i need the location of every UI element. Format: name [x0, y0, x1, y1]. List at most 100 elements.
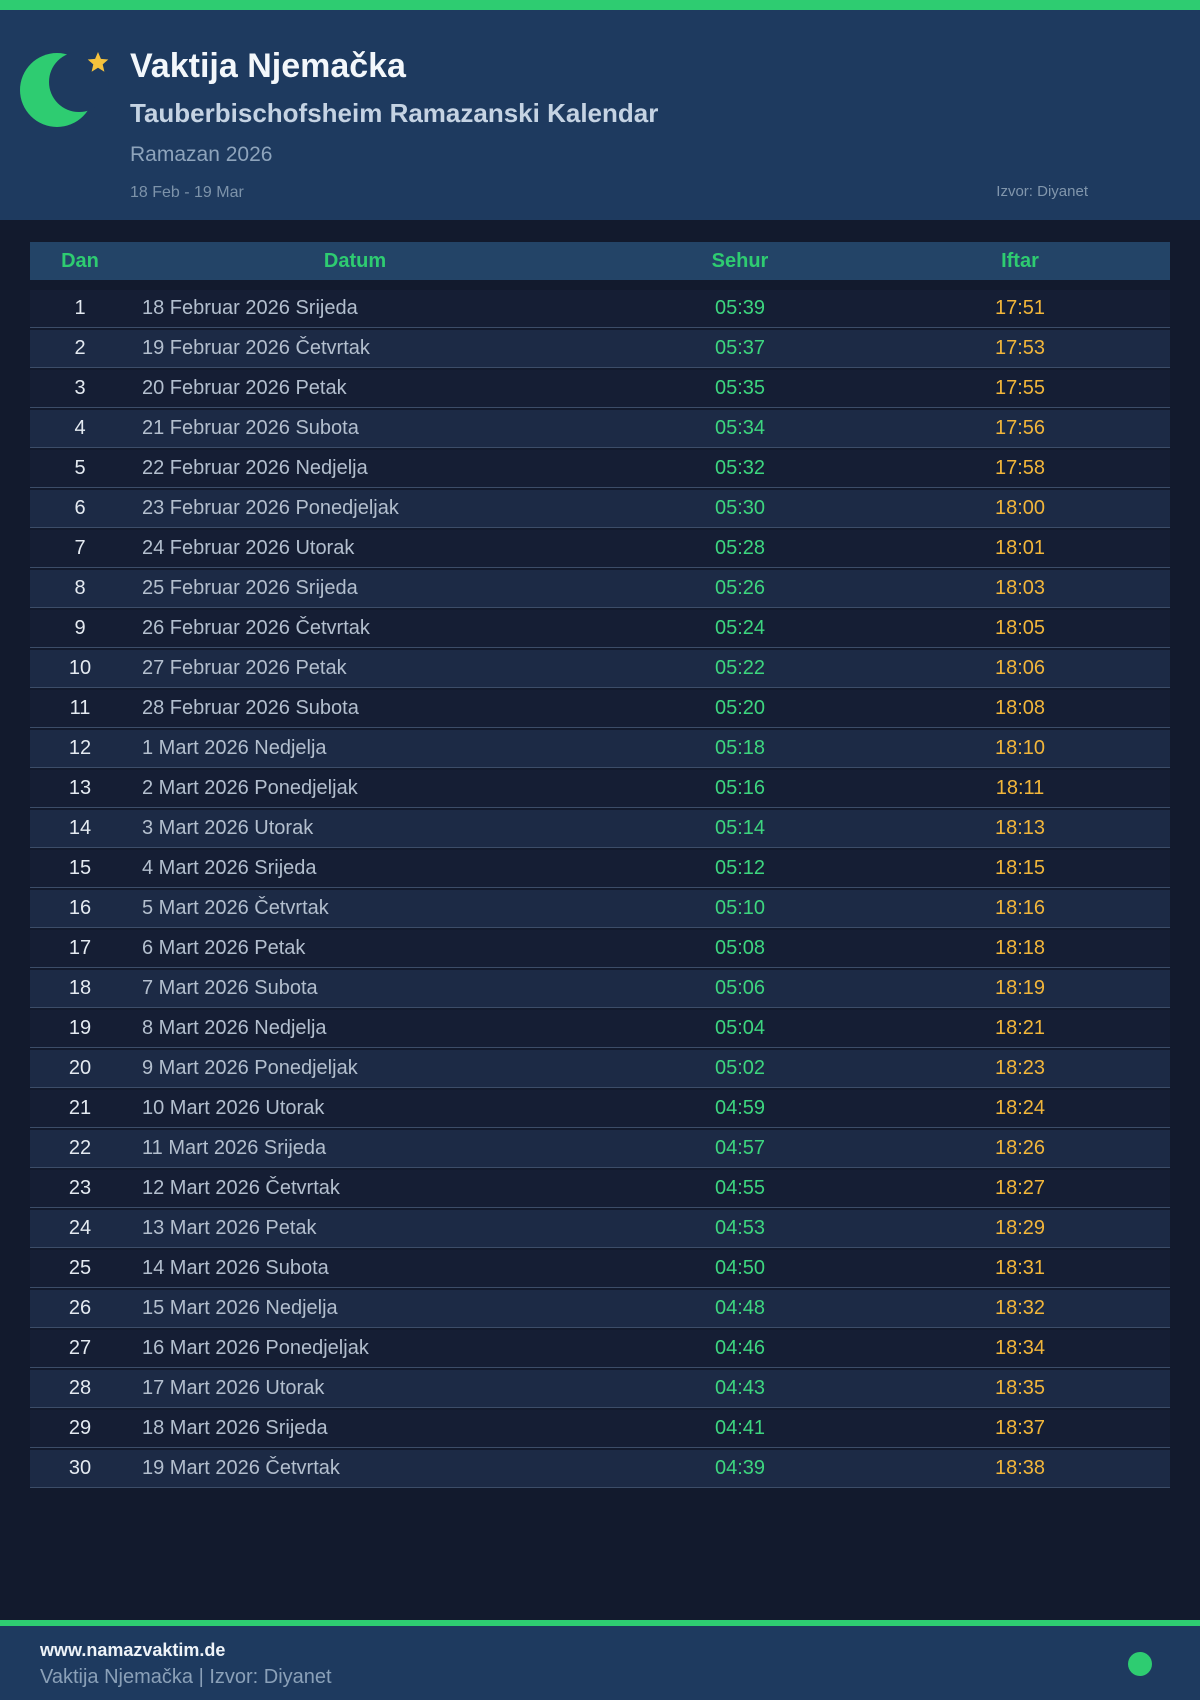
spacer-cell	[1140, 488, 1170, 528]
date-cell: 3 Mart 2026 Utorak	[130, 808, 580, 848]
table-row: 23 12 Mart 2026 Četvrtak 04:55 18:27	[30, 1168, 1170, 1208]
date-cell: 14 Mart 2026 Subota	[130, 1248, 580, 1288]
day-number-cell: 9	[30, 608, 130, 648]
iftar-time-cell: 17:56	[900, 408, 1140, 448]
iftar-time-cell: 17:53	[900, 328, 1140, 368]
day-number-cell: 19	[30, 1008, 130, 1048]
column-header-spacer	[1140, 242, 1170, 288]
day-number-cell: 22	[30, 1128, 130, 1168]
calendar-table: Dan Datum Sehur Iftar 1 18 Februar 2026 …	[30, 242, 1170, 1488]
date-cell: 8 Mart 2026 Nedjelja	[130, 1008, 580, 1048]
date-cell: 26 Februar 2026 Četvrtak	[130, 608, 580, 648]
sehur-time-cell: 04:50	[580, 1248, 900, 1288]
iftar-time-cell: 18:08	[900, 688, 1140, 728]
sehur-time-cell: 05:34	[580, 408, 900, 448]
iftar-time-cell: 18:37	[900, 1408, 1140, 1448]
table-row: 16 5 Mart 2026 Četvrtak 05:10 18:16	[30, 888, 1170, 928]
day-number-cell: 6	[30, 488, 130, 528]
date-cell: 2 Mart 2026 Ponedjeljak	[130, 768, 580, 808]
table-row: 27 16 Mart 2026 Ponedjeljak 04:46 18:34	[30, 1328, 1170, 1368]
date-cell: 5 Mart 2026 Četvrtak	[130, 888, 580, 928]
sehur-time-cell: 05:30	[580, 488, 900, 528]
day-number-cell: 21	[30, 1088, 130, 1128]
spacer-cell	[1140, 608, 1170, 648]
spacer-cell	[1140, 848, 1170, 888]
day-number-cell: 26	[30, 1288, 130, 1328]
day-number-cell: 13	[30, 768, 130, 808]
date-cell: 17 Mart 2026 Utorak	[130, 1368, 580, 1408]
spacer-cell	[1140, 968, 1170, 1008]
day-number-cell: 3	[30, 368, 130, 408]
date-cell: 9 Mart 2026 Ponedjeljak	[130, 1048, 580, 1088]
day-number-cell: 11	[30, 688, 130, 728]
table-row: 18 7 Mart 2026 Subota 05:06 18:19	[30, 968, 1170, 1008]
date-range: 18 Feb - 19 Mar	[130, 184, 244, 201]
spacer-cell	[1140, 728, 1170, 768]
spacer-cell	[1140, 448, 1170, 488]
date-cell: 4 Mart 2026 Srijeda	[130, 848, 580, 888]
spacer-cell	[1140, 368, 1170, 408]
spacer-cell	[1140, 1128, 1170, 1168]
iftar-time-cell: 18:27	[900, 1168, 1140, 1208]
sehur-time-cell: 04:53	[580, 1208, 900, 1248]
day-number-cell: 7	[30, 528, 130, 568]
spacer-cell	[1140, 528, 1170, 568]
date-cell: 19 Mart 2026 Četvrtak	[130, 1448, 580, 1488]
iftar-time-cell: 18:35	[900, 1368, 1140, 1408]
spacer-cell	[1140, 408, 1170, 448]
sehur-time-cell: 05:12	[580, 848, 900, 888]
table-row: 17 6 Mart 2026 Petak 05:08 18:18	[30, 928, 1170, 968]
day-number-cell: 17	[30, 928, 130, 968]
date-cell: 21 Februar 2026 Subota	[130, 408, 580, 448]
sehur-time-cell: 05:26	[580, 568, 900, 608]
spacer-cell	[1140, 1008, 1170, 1048]
day-number-cell: 16	[30, 888, 130, 928]
day-number-cell: 24	[30, 1208, 130, 1248]
top-accent-bar	[0, 0, 1200, 10]
table-row: 8 25 Februar 2026 Srijeda 05:26 18:03	[30, 568, 1170, 608]
day-number-cell: 30	[30, 1448, 130, 1488]
iftar-time-cell: 18:23	[900, 1048, 1140, 1088]
sehur-time-cell: 05:06	[580, 968, 900, 1008]
spacer-cell	[1140, 568, 1170, 608]
spacer-cell	[1140, 1208, 1170, 1248]
header-text-block: Vaktija Njemačka Tauberbischofsheim Rama…	[130, 46, 658, 203]
spacer-cell	[1140, 1048, 1170, 1088]
sehur-time-cell: 04:57	[580, 1128, 900, 1168]
date-cell: 18 Mart 2026 Srijeda	[130, 1408, 580, 1448]
sehur-time-cell: 05:20	[580, 688, 900, 728]
iftar-time-cell: 18:24	[900, 1088, 1140, 1128]
sehur-time-cell: 04:59	[580, 1088, 900, 1128]
table-row: 21 10 Mart 2026 Utorak 04:59 18:24	[30, 1088, 1170, 1128]
footer-tagline: Vaktija Njemačka | Izvor: Diyanet	[40, 1666, 332, 1688]
iftar-time-cell: 18:06	[900, 648, 1140, 688]
iftar-time-cell: 18:13	[900, 808, 1140, 848]
sehur-time-cell: 05:10	[580, 888, 900, 928]
day-number-cell: 20	[30, 1048, 130, 1088]
table-row: 7 24 Februar 2026 Utorak 05:28 18:01	[30, 528, 1170, 568]
date-cell: 6 Mart 2026 Petak	[130, 928, 580, 968]
iftar-time-cell: 18:19	[900, 968, 1140, 1008]
date-cell: 1 Mart 2026 Nedjelja	[130, 728, 580, 768]
spacer-cell	[1140, 1248, 1170, 1288]
spacer-cell	[1140, 1368, 1170, 1408]
day-number-cell: 23	[30, 1168, 130, 1208]
sehur-time-cell: 05:32	[580, 448, 900, 488]
sehur-time-cell: 05:18	[580, 728, 900, 768]
iftar-time-cell: 18:31	[900, 1248, 1140, 1288]
column-header-iftar: Iftar	[900, 242, 1140, 288]
day-number-cell: 1	[30, 288, 130, 328]
table-row: 26 15 Mart 2026 Nedjelja 04:48 18:32	[30, 1288, 1170, 1328]
spacer-cell	[1140, 928, 1170, 968]
logo	[20, 38, 130, 138]
star-icon	[87, 52, 109, 72]
date-cell: 15 Mart 2026 Nedjelja	[130, 1288, 580, 1328]
iftar-time-cell: 18:05	[900, 608, 1140, 648]
date-cell: 16 Mart 2026 Ponedjeljak	[130, 1328, 580, 1368]
sehur-time-cell: 05:04	[580, 1008, 900, 1048]
iftar-time-cell: 18:00	[900, 488, 1140, 528]
spacer-cell	[1140, 648, 1170, 688]
column-header-sehur: Sehur	[580, 242, 900, 288]
sehur-time-cell: 04:46	[580, 1328, 900, 1368]
day-number-cell: 15	[30, 848, 130, 888]
